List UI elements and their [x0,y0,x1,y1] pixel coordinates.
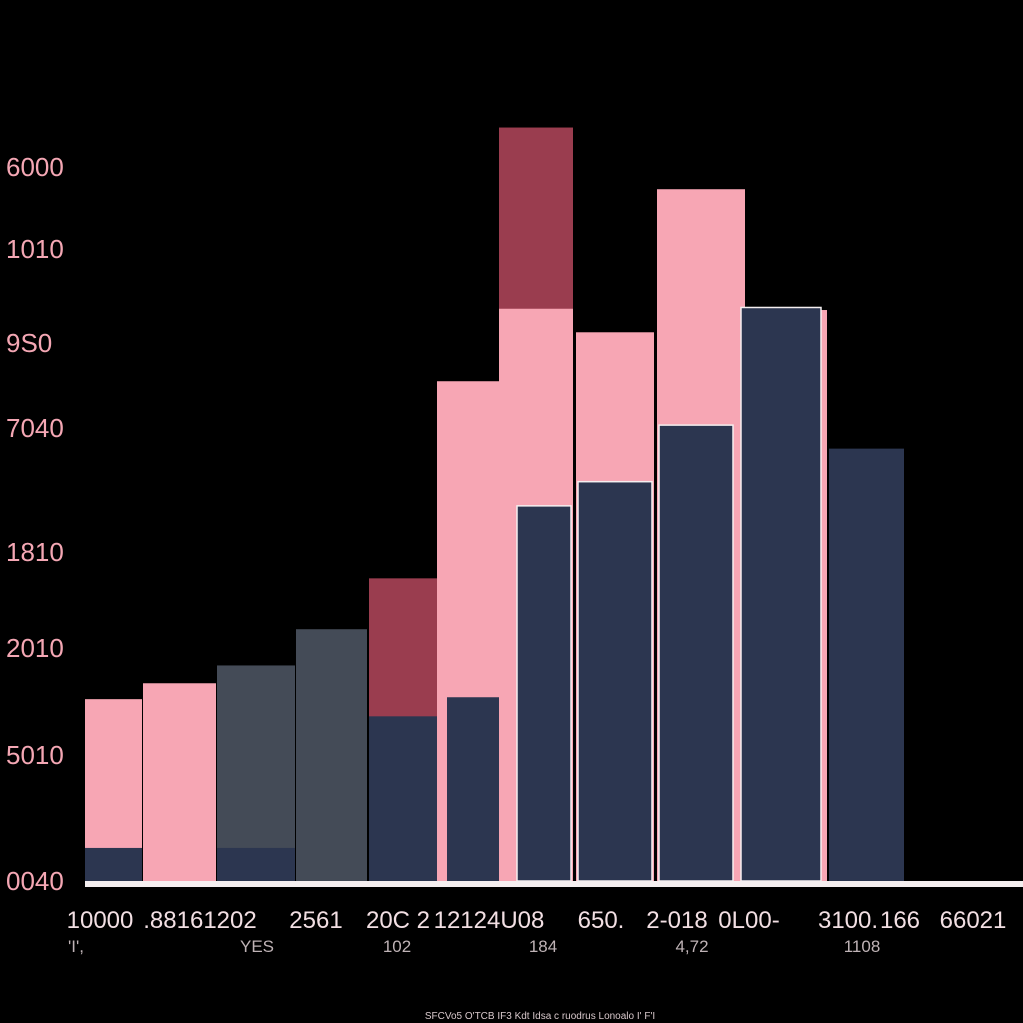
bar-back-segment [217,665,295,881]
y-tick-label: 0040 [6,866,64,896]
x-sub-label: YES [240,937,274,956]
bar-back-segment [296,629,367,881]
x-sub-label: 1108 [844,937,881,956]
bar-front-segment [85,847,142,881]
bar-front-segment [217,847,295,881]
x-sub-label: 'I', [68,937,84,956]
x-tick-label: 12124U08 [434,907,545,934]
y-tick-label: 2010 [6,633,64,663]
bar-group [576,332,654,882]
y-tick-label: 9S0 [6,328,52,358]
y-tick-label: 1810 [6,537,64,567]
x-sub-label: 184 [529,937,557,956]
bar-group [499,127,573,882]
x-tick-label: 20C 2 [366,907,430,934]
footnote: SFCVo5 O'TCB IF3 Kdt Idsa c ruodrus Lono… [425,1011,655,1022]
x-axis-ticks: 10000 .88161202 2561 20C 2 12124U08 650. 2-018… [67,907,1007,934]
bar-front-segment [658,424,734,882]
x-tick-label: 650. [578,907,625,934]
y-tick-label: 5010 [6,740,64,770]
y-tick-label: 6000 [6,152,64,182]
x-tick-label: 2-018 [646,907,707,934]
x-sub-label: 102 [383,937,411,956]
bars-layer [85,127,904,882]
bar-group [829,448,904,881]
bar-back-segment [829,448,904,881]
x-tick-label: 166 [880,907,920,934]
x-tick-label: 0L00- [718,907,779,934]
x-tick-label: .88161202 [143,907,256,934]
bar-front-segment [516,505,572,882]
bar-group [296,629,367,881]
y-tick-label: 1010 [6,234,64,264]
bar-front-segment [369,716,442,881]
bar-group [217,665,295,881]
bar-group [740,306,827,882]
y-axis-ticks: 6000 1010 9S0 7040 1810 2010 5010 0040 [6,152,64,896]
bar-back-segment [143,683,216,881]
y-tick-label: 7040 [6,413,64,443]
bar-front-segment [740,306,822,882]
bar-front-segment [577,480,653,882]
x-tick-label: 10000 [67,907,134,934]
bar-group [85,699,142,881]
bar-group [143,683,216,881]
bar-group [657,189,745,882]
x-sub-label: 4,72 [675,937,708,956]
x-tick-label: 66021 [940,907,1007,934]
x-tick-label: 2561 [289,907,342,934]
x-axis-sub-labels: 'I', YES 102 184 4,72 1108 [68,937,880,956]
x-tick-label: 3100. [818,907,878,934]
bar-group [369,578,442,881]
